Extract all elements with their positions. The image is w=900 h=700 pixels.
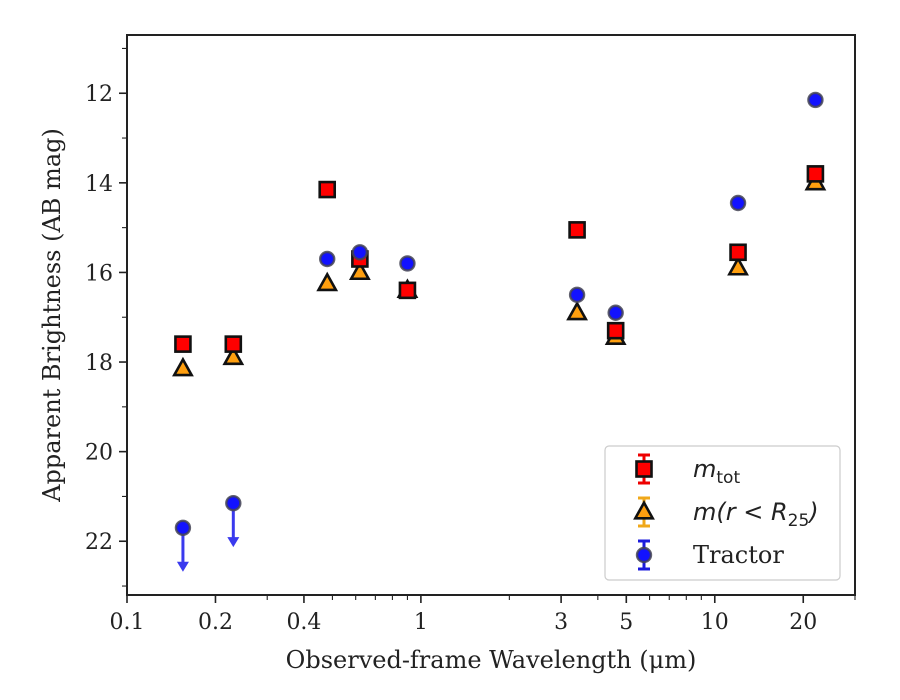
tractor-point [568, 286, 586, 304]
mtot-point [606, 321, 625, 340]
legend-label: m(r < R25) [693, 498, 819, 531]
mr25-point [348, 260, 371, 281]
mtot-point [806, 165, 825, 183]
mr25-point [172, 356, 194, 377]
tractor-point [729, 194, 747, 212]
tractor-point [351, 244, 369, 261]
axis-ticks: 0.1 0.2 0.4 1 3 5 10 20 12 14 16 18 20 22 [85, 47, 856, 635]
x-tick-label: 0.4 [286, 610, 321, 635]
mtot-point [398, 281, 417, 300]
tractor-point [319, 250, 336, 268]
tractor-point [174, 519, 192, 536]
x-axis-label: Observed-frame Wavelength (μm) [286, 646, 697, 674]
y-axis-label: Apparent Brightness (AB mag) [38, 128, 66, 503]
x-tick-label: 5 [619, 610, 633, 635]
mtot-point [174, 335, 192, 353]
plot-area-frame [126, 34, 856, 596]
legend-box [604, 445, 841, 581]
legend-label: mtot [693, 455, 740, 488]
y-tick-label: 14 [85, 172, 113, 197]
mr25-point [566, 300, 588, 321]
x-tick-label: 1 [414, 610, 428, 635]
y-tick-label: 16 [85, 261, 113, 286]
y-tick-label: 20 [85, 441, 113, 466]
legend-marker-circle [635, 546, 653, 564]
mr25-point [727, 255, 749, 276]
tractor-point [607, 304, 624, 321]
x-tick-label: 3 [554, 610, 568, 635]
legend-marker-triangle [633, 500, 655, 520]
legend-marker-square [635, 460, 653, 478]
mr25-point [316, 271, 339, 292]
mtot-point [729, 243, 747, 262]
legend: mtot m(r < R25) Tractor [604, 445, 841, 581]
y-tick-label: 18 [85, 351, 113, 376]
data-marks [172, 91, 827, 572]
tractor-point [807, 91, 824, 109]
mtot-point [568, 221, 586, 239]
mtot-point [224, 335, 243, 353]
x-tick-label: 0.1 [110, 610, 145, 635]
mr25-point [222, 345, 245, 366]
x-tick-label: 20 [789, 610, 817, 635]
upper-limit-arrowhead [176, 561, 189, 572]
upper-limit-arrowhead [227, 537, 240, 548]
tractor-point [399, 255, 416, 272]
x-tick-label: 10 [701, 610, 729, 635]
y-tick-label: 12 [85, 82, 113, 107]
legend-label: Tractor [693, 541, 784, 569]
y-tick-label: 22 [85, 530, 113, 555]
x-tick-label: 0.2 [198, 610, 233, 635]
mtot-point [318, 180, 337, 199]
tractor-point [225, 494, 242, 512]
